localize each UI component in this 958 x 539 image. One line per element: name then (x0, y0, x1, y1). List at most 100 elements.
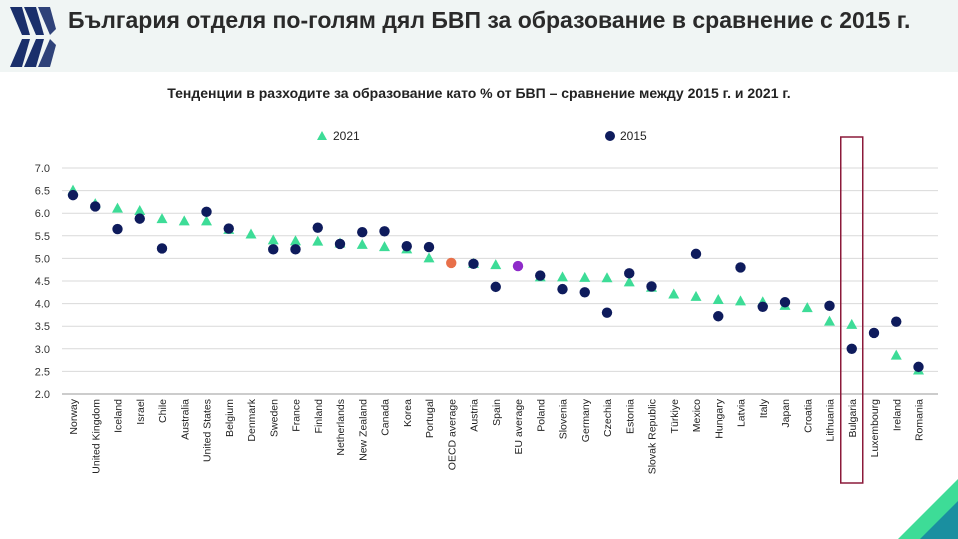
x-tick-label: EU average (513, 399, 525, 455)
point-2021 (201, 215, 212, 226)
x-tick-label: Ireland (891, 399, 903, 431)
x-tick-label: Finland (313, 399, 325, 434)
point-2015 (468, 258, 479, 270)
x-tick-label: Czechia (602, 399, 614, 437)
y-tick-label: 3.5 (35, 321, 50, 333)
legend-label-2021: 2021 (333, 129, 360, 143)
point-2021 (267, 234, 279, 245)
point-2015 (401, 240, 412, 252)
x-tick-label: Denmark (246, 398, 258, 441)
point-2015 (891, 316, 902, 327)
x-tick-label: Austria (469, 399, 481, 432)
x-tick-label: Hungary (713, 398, 725, 438)
point-2021 (379, 241, 390, 252)
x-tick-label: Croatia (802, 399, 814, 433)
point-2015 (490, 281, 501, 293)
y-tick-label: 2.0 (35, 389, 50, 401)
x-tick-label: Portugal (424, 399, 436, 438)
point-2021 (846, 318, 858, 329)
point-2021 (668, 288, 680, 299)
x-tick-label: Spain (491, 399, 503, 426)
x-tick-label: France (291, 399, 303, 432)
point-2015 (646, 281, 657, 292)
y-tick-label: 6.0 (35, 208, 50, 220)
point-2015 (223, 223, 234, 234)
point-2015 (846, 343, 857, 354)
x-tick-label: Canada (380, 399, 392, 436)
point-2021 (112, 202, 123, 213)
corner-decoration (898, 479, 958, 539)
point-2021 (801, 302, 813, 313)
point-2015 (579, 287, 590, 298)
point-2015 (334, 238, 346, 250)
point-2015 (824, 300, 835, 312)
x-tick-label: Chile (157, 399, 169, 423)
point-2021 (579, 271, 591, 282)
point-2021 (490, 259, 502, 270)
point-2015 (601, 307, 613, 318)
x-tick-label: Iceland (113, 399, 125, 433)
x-tick-label: United Kingdom (90, 399, 102, 474)
point-2015 (757, 301, 768, 312)
point-oecd-average (446, 257, 457, 269)
x-tick-label: Estonia (624, 399, 636, 434)
y-tick-label: 4.5 (35, 276, 50, 288)
point-2015 (557, 283, 568, 295)
point-eu-average (512, 260, 524, 272)
point-2015 (913, 361, 924, 373)
point-2021 (690, 290, 702, 301)
legend-label-2015: 2015 (620, 129, 647, 143)
point-2021 (245, 228, 257, 239)
point-2015 (134, 213, 145, 224)
x-tick-label: Israel (135, 399, 147, 425)
point-2015 (713, 311, 724, 322)
point-2021 (557, 271, 568, 282)
point-2021 (356, 238, 368, 249)
x-tick-label: Australia (179, 399, 191, 440)
x-tick-label: Belgium (224, 399, 236, 437)
highlight-box-bulgaria (840, 136, 864, 484)
y-tick-label: 2.5 (35, 366, 50, 378)
point-2015 (357, 226, 368, 238)
x-tick-label: Luxembourg (869, 399, 881, 458)
point-2015 (423, 241, 435, 253)
point-2021 (156, 213, 168, 224)
x-tick-label: Norway (68, 398, 80, 434)
x-tick-label: Japan (780, 399, 792, 428)
chart-title: Тенденции в разходите за образование кат… (167, 85, 791, 101)
point-2015 (624, 268, 635, 279)
page-title: България отделя по-голям дял БВП за обра… (68, 7, 911, 33)
legend-marker-2015 (605, 131, 615, 141)
legend-marker-2021 (317, 131, 327, 140)
point-2021 (623, 276, 635, 287)
y-tick-label: 4.0 (35, 299, 50, 311)
x-tick-label: Korea (402, 399, 414, 427)
point-2021 (824, 315, 835, 326)
point-2015 (268, 244, 279, 255)
x-tick-label: Latvia (736, 399, 748, 427)
y-tick-label: 7.0 (35, 163, 50, 175)
point-2021 (890, 349, 902, 360)
x-tick-label: New Zealand (357, 399, 369, 461)
y-tick-label: 5.5 (35, 231, 50, 243)
y-tick-label: 5.0 (35, 253, 50, 265)
point-2015 (112, 223, 123, 235)
point-2015 (735, 262, 746, 273)
x-tick-label: Italy (758, 398, 770, 418)
x-tick-label: Lithuania (825, 399, 837, 442)
y-tick-label: 6.5 (35, 186, 50, 198)
oecd-logo (10, 7, 56, 67)
x-tick-label: Mexico (691, 399, 703, 432)
point-2015 (779, 297, 791, 308)
point-2021 (134, 204, 146, 215)
x-tick-label: OECD average (446, 399, 458, 470)
x-tick-label: Slovenia (558, 399, 570, 439)
x-tick-label: Romania (914, 399, 926, 441)
y-tick-label: 3.0 (35, 344, 50, 356)
point-2021 (712, 293, 724, 304)
x-tick-label: United States (202, 399, 214, 462)
point-2015 (67, 189, 79, 201)
point-2015 (868, 327, 880, 339)
point-2015 (690, 248, 702, 260)
